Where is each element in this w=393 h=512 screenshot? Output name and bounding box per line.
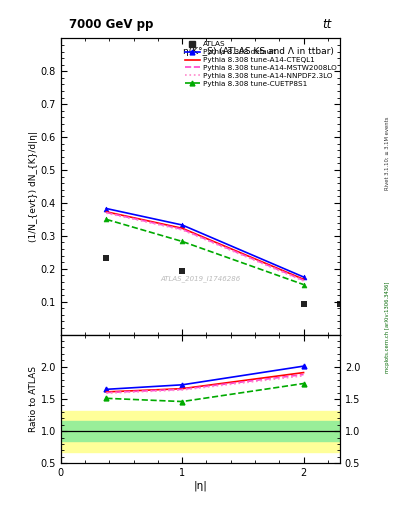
Text: ATLAS_2019_I1746286: ATLAS_2019_I1746286 [160, 275, 241, 282]
X-axis label: |η|: |η| [193, 481, 208, 492]
Legend: ATLAS, Pythia 8.308 default, Pythia 8.308 tune-A14-CTEQL1, Pythia 8.308 tune-A14: ATLAS, Pythia 8.308 default, Pythia 8.30… [184, 40, 338, 88]
Point [103, 254, 110, 262]
Text: η(K°_S) (ATLAS KS and Λ in ttbar): η(K°_S) (ATLAS KS and Λ in ttbar) [184, 47, 334, 56]
Bar [61, 421, 340, 441]
Text: 7000 GeV pp: 7000 GeV pp [69, 18, 154, 31]
Text: mcplots.cern.ch [arXiv:1306.3436]: mcplots.cern.ch [arXiv:1306.3436] [385, 282, 390, 373]
Point [300, 300, 307, 308]
Y-axis label: Ratio to ATLAS: Ratio to ATLAS [29, 366, 38, 432]
Text: Rivet 3.1.10; ≥ 3.1M events: Rivet 3.1.10; ≥ 3.1M events [385, 117, 390, 190]
Bar [61, 411, 340, 452]
Point [179, 267, 185, 275]
Point [337, 300, 343, 308]
Y-axis label: (1/N_{evt}) dN_{K}/d|η|: (1/N_{evt}) dN_{K}/d|η| [29, 131, 38, 242]
Text: tt: tt [322, 18, 332, 31]
